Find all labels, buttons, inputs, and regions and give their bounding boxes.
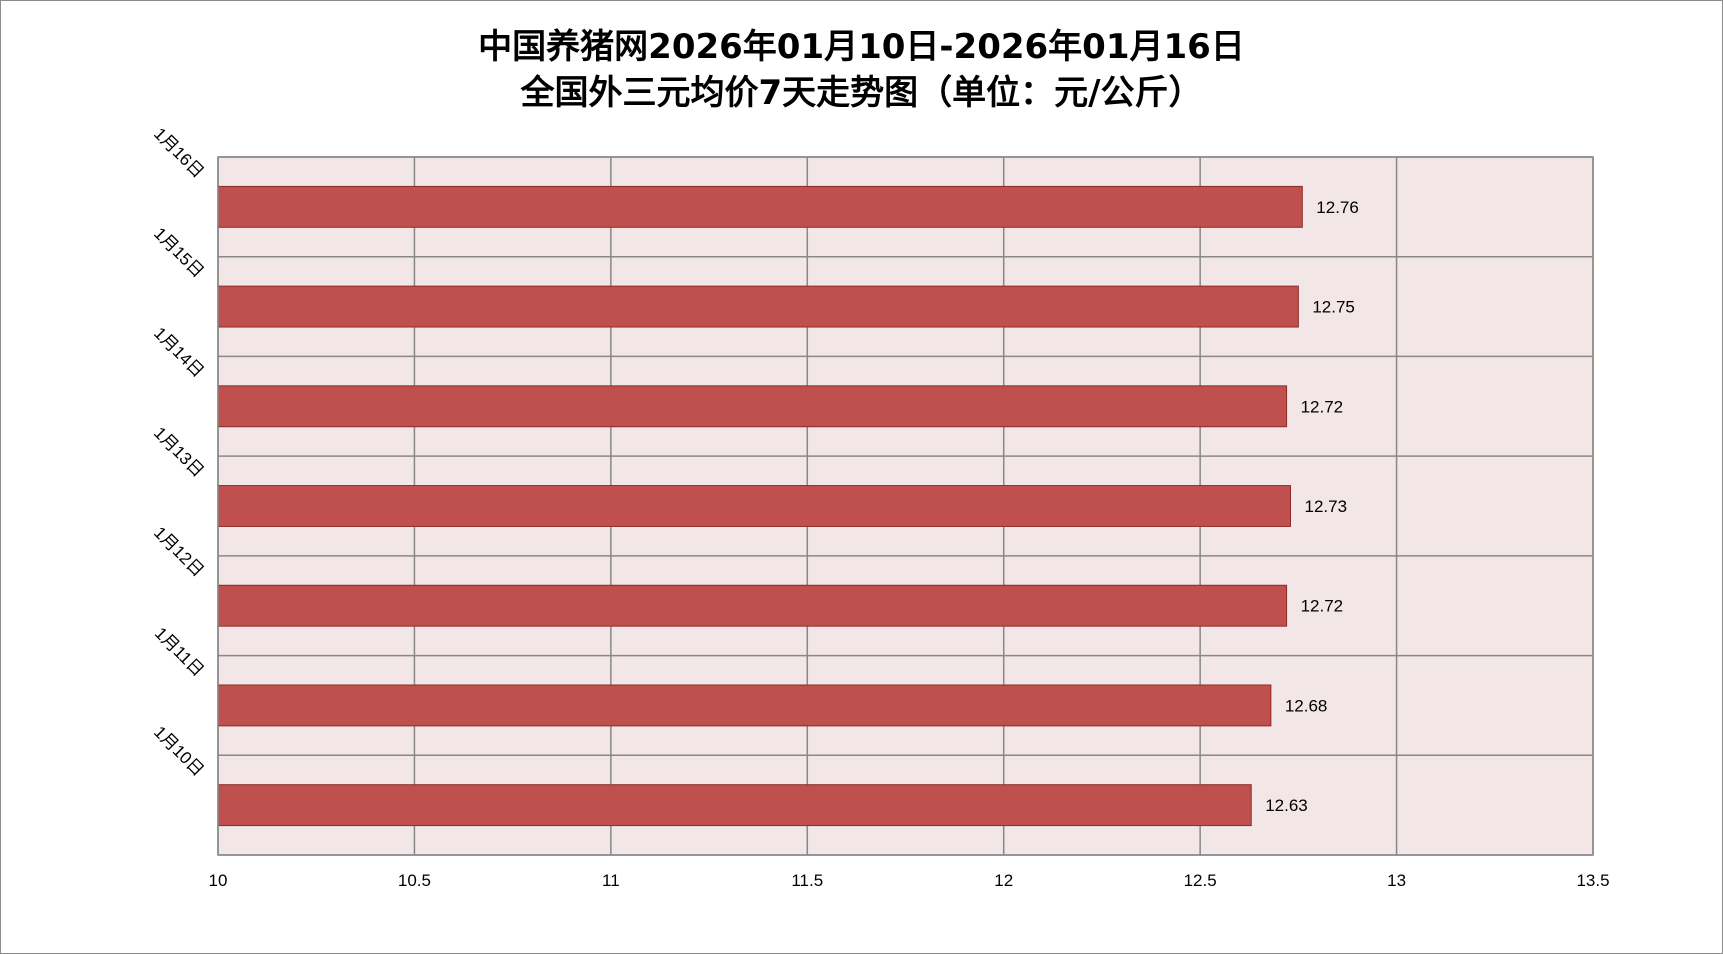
x-tick-label: 12.5 bbox=[1184, 871, 1217, 890]
chart-title-line-2: 全国外三元均价7天走势图（单位：元/公斤） bbox=[520, 73, 1203, 113]
data-label: 12.68 bbox=[1285, 696, 1328, 715]
data-label: 12.63 bbox=[1265, 796, 1308, 815]
plot-border bbox=[217, 156, 1594, 856]
x-tick-label: 13.5 bbox=[1576, 871, 1609, 890]
category-label: 1月10日 bbox=[150, 722, 208, 780]
x-tick-label: 10.5 bbox=[398, 871, 431, 890]
bar bbox=[217, 784, 1252, 827]
category-label: 1月14日 bbox=[150, 324, 208, 382]
bar bbox=[217, 485, 1291, 527]
bar bbox=[217, 584, 1288, 627]
bar bbox=[217, 185, 1303, 228]
data-label: 12.75 bbox=[1312, 298, 1355, 317]
data-label: 12.72 bbox=[1301, 397, 1344, 416]
data-label: 12.76 bbox=[1316, 198, 1359, 217]
data-label: 12.73 bbox=[1305, 497, 1348, 516]
category-label: 1月16日 bbox=[150, 124, 208, 182]
bar bbox=[217, 285, 1299, 328]
x-tick-label: 10 bbox=[209, 871, 228, 890]
x-tick-label: 13 bbox=[1387, 871, 1406, 890]
category-label: 1月13日 bbox=[150, 423, 208, 481]
category-label: 1月11日 bbox=[151, 624, 208, 681]
data-label: 12.72 bbox=[1301, 597, 1344, 616]
x-tick-label: 11 bbox=[602, 871, 620, 890]
bar bbox=[217, 385, 1288, 428]
bar bbox=[217, 684, 1272, 727]
x-tick-label: 11.5 bbox=[791, 871, 823, 890]
category-label: 1月15日 bbox=[150, 224, 208, 282]
chart-title-line-1: 中国养猪网2026年01月10日-2026年01月16日 bbox=[478, 27, 1245, 67]
x-tick-label: 12 bbox=[994, 871, 1013, 890]
category-label: 1月12日 bbox=[150, 523, 208, 581]
